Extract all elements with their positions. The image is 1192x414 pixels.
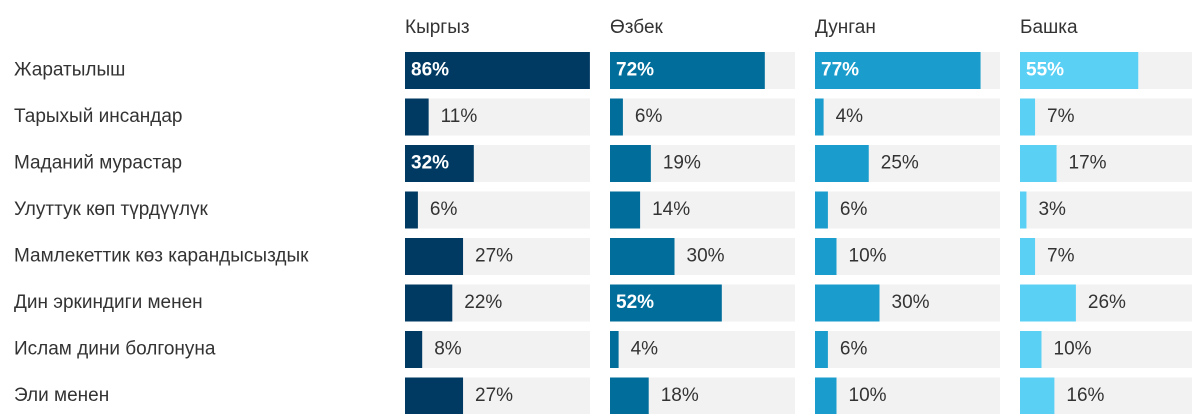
bar (610, 98, 623, 136)
bar-background (405, 331, 590, 368)
bar (815, 377, 837, 414)
bar (610, 331, 619, 368)
value-label: 32% (411, 153, 449, 174)
value-label: 3% (1038, 199, 1066, 220)
bar (405, 52, 590, 89)
category-label: Мамлекеттик көз карандысыздык (14, 246, 309, 267)
value-label: 6% (430, 199, 458, 220)
value-label: 55% (1026, 60, 1064, 81)
value-label: 10% (849, 385, 887, 406)
bar (1020, 331, 1042, 368)
bar (815, 284, 880, 322)
bar (610, 238, 675, 275)
value-label: 7% (1047, 106, 1075, 127)
bar (405, 284, 453, 322)
bar-background (405, 191, 590, 229)
value-label: 4% (836, 106, 864, 127)
bar (815, 52, 981, 89)
category-label: Тарыхый инсандар (14, 106, 182, 127)
bar (405, 98, 429, 136)
series-header: Дунган (815, 17, 876, 38)
value-label: 77% (821, 60, 859, 81)
bar-background (815, 377, 1000, 414)
bar-background (1020, 191, 1192, 229)
bar (815, 98, 824, 136)
value-label: 72% (616, 60, 654, 81)
value-label: 30% (892, 292, 930, 313)
bar-background (1020, 331, 1192, 368)
value-label: 52% (616, 292, 654, 313)
bar (1020, 98, 1036, 136)
value-label: 27% (475, 246, 513, 267)
value-label: 27% (475, 385, 513, 406)
value-label: 26% (1088, 292, 1126, 313)
series-header: Кыргыз (405, 17, 470, 38)
category-label: Дин эркиндиги менен (14, 292, 203, 313)
series-header: Өзбек (610, 17, 664, 38)
series-header: Башка (1020, 17, 1078, 38)
bar-background (610, 98, 795, 136)
bar (405, 191, 418, 229)
bar (405, 331, 423, 368)
bar (815, 191, 828, 229)
bar (610, 377, 649, 414)
category-label: Маданий мурастар (14, 153, 182, 174)
category-label: Жаратылыш (14, 60, 125, 81)
category-label: Ислам дини болгонуна (14, 339, 216, 360)
bar-background (610, 331, 795, 368)
bar-background (815, 331, 1000, 368)
value-label: 8% (434, 339, 462, 360)
value-label: 19% (663, 153, 701, 174)
bar (405, 145, 474, 182)
value-label: 11% (441, 106, 478, 127)
bar (610, 52, 765, 89)
bar (610, 145, 651, 182)
bar (1020, 191, 1027, 229)
value-label: 10% (1054, 339, 1092, 360)
bar (815, 145, 869, 182)
bar (815, 238, 837, 275)
value-label: 30% (687, 246, 725, 267)
bar (1020, 238, 1036, 275)
bar-background (815, 98, 1000, 136)
value-label: 6% (840, 199, 868, 220)
bar-background (610, 191, 795, 229)
value-label: 14% (652, 199, 690, 220)
value-label: 17% (1069, 153, 1107, 174)
value-label: 10% (849, 246, 887, 267)
value-label: 25% (881, 153, 919, 174)
bar-background (815, 191, 1000, 229)
value-label: 6% (840, 339, 868, 360)
value-label: 7% (1047, 246, 1075, 267)
category-label: Эли менен (14, 385, 109, 406)
bar (610, 284, 722, 322)
bar-background (1020, 238, 1192, 275)
value-label: 86% (411, 60, 449, 81)
bar (1020, 145, 1057, 182)
value-label: 22% (464, 292, 502, 313)
bar-background (815, 238, 1000, 275)
bar (405, 377, 464, 414)
bar (405, 238, 464, 275)
bar (815, 331, 828, 368)
bar (1020, 377, 1055, 414)
value-label: 6% (635, 106, 663, 127)
bar-background (405, 98, 590, 136)
bar (1020, 52, 1139, 89)
bar-background (1020, 98, 1192, 136)
value-label: 18% (661, 385, 699, 406)
bar (1020, 284, 1076, 322)
category-label: Улуттук көп түрдүүлүк (14, 199, 209, 220)
value-label: 4% (631, 339, 659, 360)
value-label: 16% (1066, 385, 1104, 406)
bar (610, 191, 641, 229)
